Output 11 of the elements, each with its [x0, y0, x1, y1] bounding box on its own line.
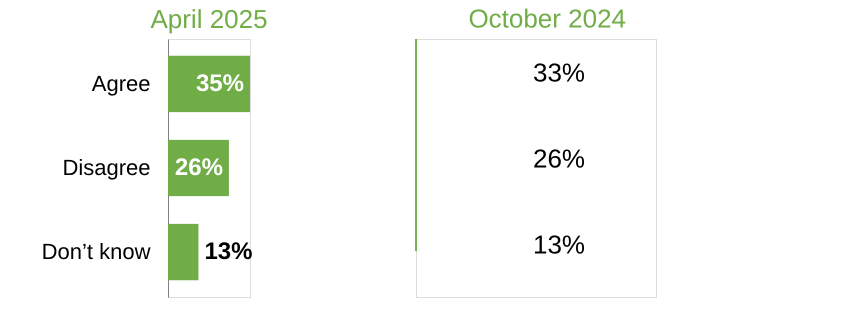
- data-label: 13%: [204, 238, 253, 266]
- y-tick-label: Disagree: [62, 155, 150, 180]
- text: 13%: [532, 229, 586, 260]
- y-tick-label: Don’t know: [42, 239, 151, 264]
- chart-title: April 2025: [150, 4, 268, 34]
- text: 26%: [532, 143, 586, 174]
- text: October 2024: [468, 3, 626, 34]
- data-label: 26%: [174, 154, 223, 181]
- text: 33%: [532, 57, 586, 88]
- y-tick-label: Agree: [92, 70, 150, 96]
- data-label: 35%: [196, 70, 244, 97]
